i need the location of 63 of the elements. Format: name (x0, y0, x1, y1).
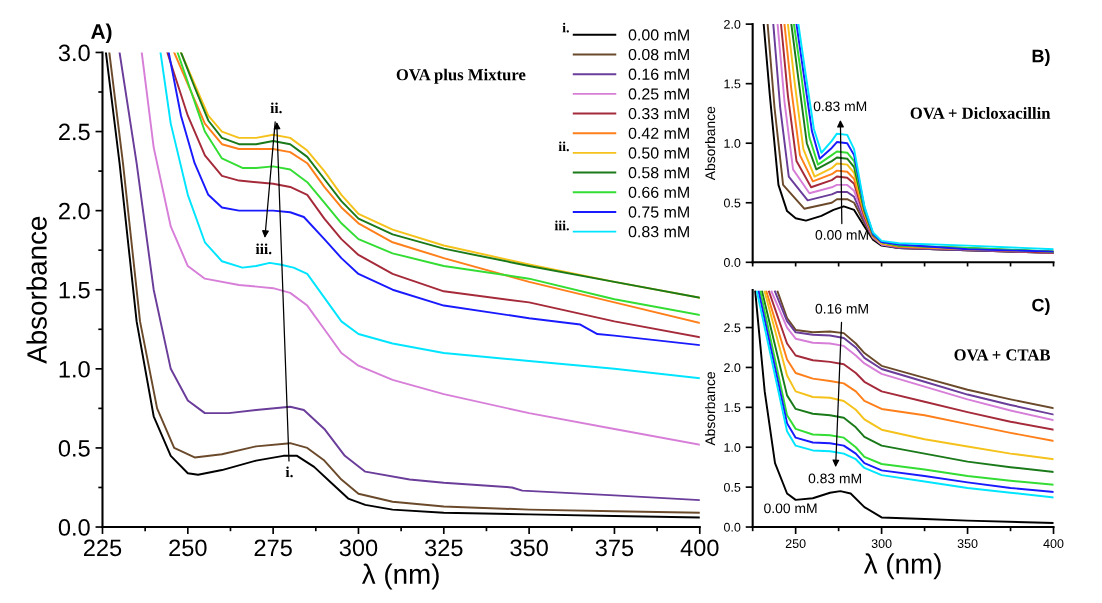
text: OVA + CTAB (954, 349, 1051, 361)
y-axis-title: Absorbance (704, 372, 716, 446)
y-tick-label: 2.5 (59, 123, 90, 141)
annotation: C) (1032, 298, 1050, 316)
annotation: ii. (558, 141, 569, 152)
x-tick-label: 350 (510, 539, 548, 557)
x-tick-label: 400 (680, 539, 719, 557)
x-tick-label: 350 (957, 539, 978, 549)
x-axis-title: λ (nm) (361, 563, 439, 590)
y-tick-label: 1.5 (724, 79, 741, 89)
y-tick-label: 0.0 (723, 258, 741, 267)
y-tick-label: 2.0 (724, 363, 741, 373)
y-tick-label: 1.5 (724, 403, 741, 412)
annotation: iii. (554, 220, 569, 231)
y-tick-label: 2.0 (724, 19, 741, 29)
text: A) (91, 23, 112, 43)
annotation: iii. (255, 243, 272, 255)
legend-label: 0.83 mM (628, 226, 689, 238)
annotation: 0.00 mM (764, 503, 817, 514)
x-tick-label: 225 (83, 539, 122, 557)
x-tick-label: 400 (1043, 539, 1064, 549)
legend-label: 0.16 mM (628, 68, 689, 80)
y-axis-title: Absorbance (704, 106, 716, 181)
legend-label: 0.75 mM (628, 206, 689, 218)
y-tick-label: 0.5 (58, 440, 90, 457)
y-tick-label: 0.0 (723, 522, 741, 532)
x-tick-label: 325 (425, 539, 463, 557)
x-tick-label: 300 (339, 539, 378, 557)
x-tick-label: 250 (785, 539, 806, 549)
legend-label: 0.50 mM (628, 147, 689, 159)
legend-label: 0.33 mM (628, 107, 689, 120)
text: i. (562, 22, 569, 33)
annotation: 0.83 mM (813, 101, 867, 112)
y-tick-label: 3.0 (58, 44, 90, 62)
y-tick-label: 0.5 (723, 482, 741, 492)
annotation: ii. (270, 102, 282, 114)
y-tick-label: 1.0 (724, 139, 741, 148)
annotation: 0.16 mM (815, 303, 868, 314)
legend-label: 0.25 mM (628, 88, 689, 100)
y-tick-label: 2.5 (724, 323, 741, 333)
x-axis-title: λ (nm) (863, 553, 941, 580)
y-tick-label: 0.0 (58, 519, 90, 536)
legend-label: 0.08 mM (628, 48, 689, 61)
x-tick-label: 250 (169, 539, 207, 557)
legend-label: 0.42 mM (628, 127, 689, 139)
y-tick-label: 1.0 (724, 443, 741, 452)
legend-label: 0.58 mM (628, 167, 689, 179)
y-tick-label: 0.5 (723, 198, 741, 208)
legend-label: 0.66 mM (628, 186, 689, 198)
annotation: B) (1032, 49, 1050, 66)
annotation: 0.00 mM (815, 230, 868, 240)
y-tick-label: 2.0 (59, 202, 90, 220)
x-tick-label: 375 (595, 539, 634, 557)
y-tick-label: 1.5 (59, 282, 90, 299)
y-axis-title: Absorbance (26, 216, 47, 364)
text: OVA + Dicloxacillin (910, 107, 1051, 119)
y-tick-label: 1.0 (59, 360, 90, 378)
annotation: 0.83 mM (808, 473, 861, 484)
x-tick-label: 300 (871, 539, 892, 549)
legend-label: 0.00 mM (628, 29, 689, 41)
x-tick-label: 275 (254, 539, 292, 557)
text: OVA plus Mixture (396, 68, 526, 84)
annotation: i. (285, 466, 293, 478)
